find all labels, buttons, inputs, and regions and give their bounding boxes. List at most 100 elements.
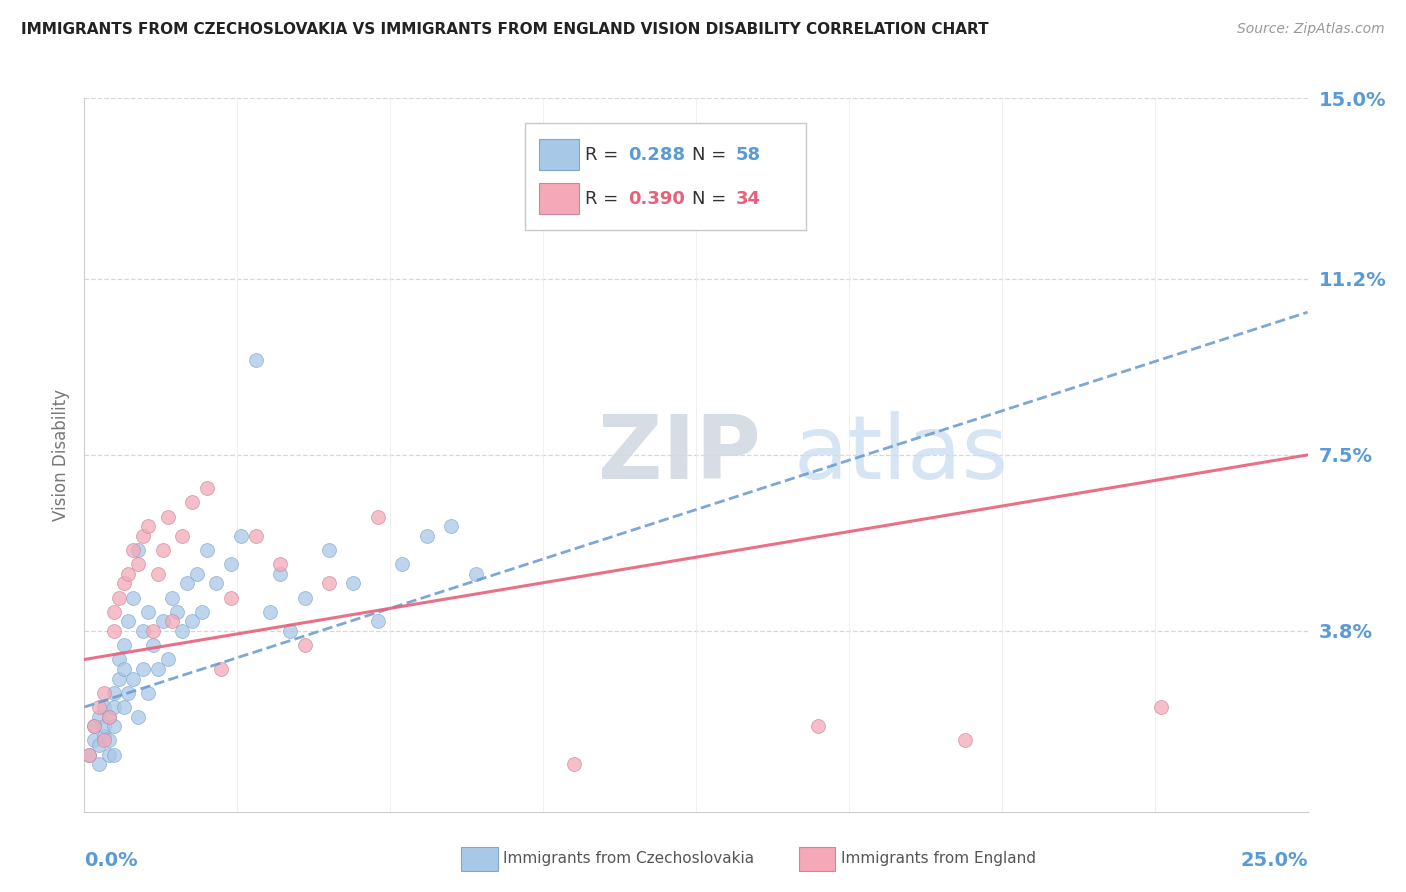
Point (127, 543, 149, 558)
Point (93, 733, 115, 747)
Text: N =: N = (692, 190, 733, 208)
Point (1150, 700, 1173, 714)
Point (269, 558, 291, 572)
Point (278, 624, 301, 638)
Point (166, 605, 188, 619)
FancyBboxPatch shape (461, 847, 498, 871)
Point (156, 652, 179, 666)
Y-axis label: Vision Disability: Vision Disability (52, 389, 70, 521)
Text: Immigrants from Czechoslovakia: Immigrants from Czechoslovakia (503, 852, 755, 866)
Point (103, 686, 125, 700)
Point (122, 591, 145, 605)
Point (132, 529, 155, 543)
Point (229, 529, 252, 543)
FancyBboxPatch shape (799, 847, 835, 871)
Point (97, 733, 120, 747)
Point (172, 529, 194, 543)
Point (181, 615, 204, 629)
Text: IMMIGRANTS FROM CZECHOSLOVAKIA VS IMMIGRANTS FROM ENGLAND VISION DISABILITY CORR: IMMIGRANTS FROM CZECHOSLOVAKIA VS IMMIGR… (21, 22, 988, 37)
Point (464, 566, 486, 581)
Point (342, 576, 364, 591)
Point (117, 686, 139, 700)
Point (132, 662, 155, 676)
Text: 0.390: 0.390 (627, 190, 685, 208)
Point (181, 495, 204, 509)
Text: Immigrants from England: Immigrants from England (841, 852, 1036, 866)
FancyBboxPatch shape (538, 183, 579, 214)
Point (440, 519, 463, 533)
Point (132, 624, 155, 638)
Point (93, 719, 115, 733)
Point (172, 624, 194, 638)
Point (416, 529, 439, 543)
Point (294, 638, 316, 652)
Point (245, 352, 267, 367)
FancyBboxPatch shape (524, 123, 806, 230)
Text: 34: 34 (735, 190, 761, 208)
Text: 58: 58 (735, 145, 761, 163)
Point (103, 605, 125, 619)
Point (122, 672, 145, 686)
Point (245, 529, 267, 543)
Point (93, 700, 115, 714)
Point (205, 576, 228, 591)
Point (117, 615, 139, 629)
Point (152, 543, 174, 558)
Point (259, 605, 281, 619)
Point (83, 719, 105, 733)
Point (142, 638, 165, 652)
Text: R =: R = (585, 145, 624, 163)
Point (97, 747, 120, 762)
Text: 0.288: 0.288 (627, 145, 685, 163)
Text: 0.0%: 0.0% (84, 851, 138, 870)
Point (562, 757, 585, 772)
Point (162, 591, 184, 605)
Point (318, 576, 340, 591)
Text: N =: N = (692, 145, 733, 163)
Point (156, 509, 179, 524)
Point (367, 615, 389, 629)
Point (83, 719, 105, 733)
Point (103, 719, 125, 733)
Point (122, 543, 145, 558)
Point (269, 566, 291, 581)
Point (142, 624, 165, 638)
Point (107, 652, 129, 666)
Text: 25.0%: 25.0% (1240, 851, 1308, 870)
Point (162, 615, 184, 629)
Point (127, 709, 149, 723)
Point (107, 591, 129, 605)
Point (103, 747, 125, 762)
Point (136, 686, 159, 700)
Text: atlas: atlas (794, 411, 1010, 499)
Point (93, 686, 115, 700)
Point (219, 591, 242, 605)
Point (209, 662, 232, 676)
Point (176, 576, 198, 591)
Point (127, 558, 149, 572)
Point (103, 700, 125, 714)
Point (87, 757, 110, 772)
Point (103, 624, 125, 638)
Point (391, 558, 413, 572)
Point (107, 672, 129, 686)
Point (87, 738, 110, 752)
Point (191, 605, 214, 619)
Point (97, 709, 120, 723)
Point (195, 481, 218, 495)
Text: R =: R = (585, 190, 624, 208)
Point (136, 519, 159, 533)
Point (195, 543, 218, 558)
Point (807, 719, 830, 733)
Point (136, 605, 159, 619)
Point (87, 709, 110, 723)
Point (87, 700, 110, 714)
Point (219, 558, 242, 572)
Point (294, 591, 316, 605)
Text: ZIP: ZIP (598, 411, 761, 499)
Point (117, 566, 139, 581)
Point (93, 729, 115, 743)
Point (367, 509, 389, 524)
Point (83, 733, 105, 747)
Text: Source: ZipAtlas.com: Source: ZipAtlas.com (1237, 22, 1385, 37)
